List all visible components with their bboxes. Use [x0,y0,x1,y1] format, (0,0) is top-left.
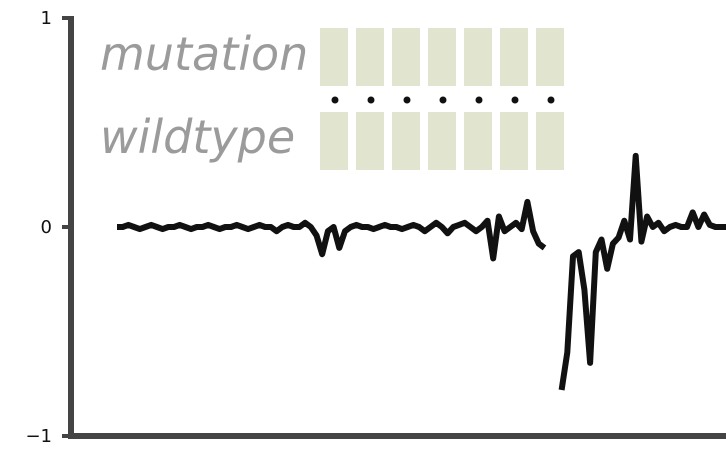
y-tick-label: 1 [41,8,52,29]
legend-match-dot [367,96,375,104]
legend: mutation wildtype [100,27,564,170]
legend-block-mutation [464,28,492,86]
legend-label-mutation: mutation [100,27,308,81]
legend-match-dot [439,96,447,104]
legend-match-dot [331,96,339,104]
legend-block-mutation [428,28,456,86]
legend-block-wildtype [464,112,492,170]
legend-match-dot [403,96,411,104]
legend-block-mutation [392,28,420,86]
legend-label-wildtype: wildtype [100,110,295,164]
legend-block-wildtype [500,112,528,170]
legend-block-wildtype [428,112,456,170]
legend-block-wildtype [356,112,384,170]
y-tick-label: 0 [41,217,52,238]
chart-marks [117,152,726,391]
series-line-segment-1 [117,198,547,262]
legend-block-wildtype [320,112,348,170]
legend-block-wildtype [392,112,420,170]
y-ticks: 1 0 −1 [25,8,74,447]
y-tick-label: −1 [25,426,52,447]
legend-match-dot [511,96,519,104]
legend-block-wildtype [536,112,564,170]
legend-block-mutation [500,28,528,86]
legend-block-mutation [320,28,348,86]
legend-block-mutation [536,28,564,86]
legend-match-dot [475,96,483,104]
legend-block-mutation [356,28,384,86]
legend-match-dot [547,96,555,104]
series-line-segment-2 [558,152,726,391]
